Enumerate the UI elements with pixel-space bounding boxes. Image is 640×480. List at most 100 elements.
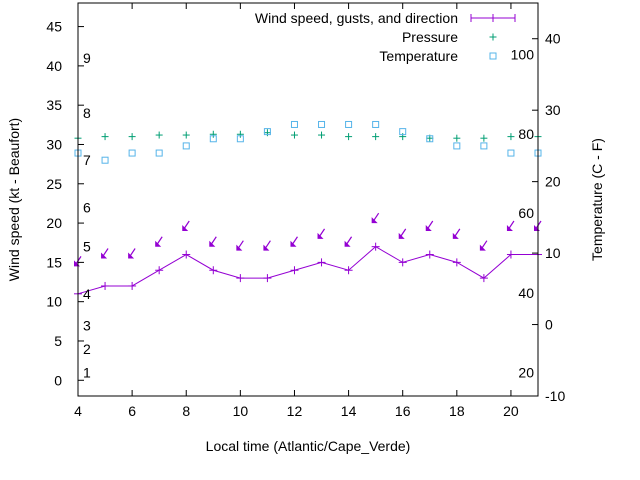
pressure-point xyxy=(155,131,163,139)
temperature-point xyxy=(453,142,461,150)
temperature-point xyxy=(318,120,326,128)
y-left-axis-title: Wind speed (kt - Beaufort) xyxy=(6,118,22,281)
beaufort-label: 4 xyxy=(83,286,91,302)
beaufort-label: 7 xyxy=(83,152,91,168)
wind-gust-arrow xyxy=(263,240,271,251)
temperature-point xyxy=(263,128,271,136)
temperature-point xyxy=(345,120,353,128)
y-right-axis-title: Temperature (C - F) xyxy=(589,138,605,261)
wind-speed-point xyxy=(155,266,164,275)
fahrenheit-label: 20 xyxy=(518,364,534,380)
wind-speed-point xyxy=(209,266,218,275)
pressure-point xyxy=(345,133,353,141)
wind-gust-arrow xyxy=(236,240,244,251)
y-right-tick-label: 0 xyxy=(545,317,553,333)
y-left-tick-label: 15 xyxy=(46,254,62,270)
wind-gust-arrow xyxy=(101,248,109,259)
pressure-point xyxy=(236,130,244,138)
y-left-tick-label: 5 xyxy=(54,333,62,349)
wind-speed-point xyxy=(506,250,515,259)
legend-label: Pressure xyxy=(402,29,458,45)
pressure-point xyxy=(453,134,461,142)
x-tick-label: 14 xyxy=(341,403,357,419)
wind-gust-arrow xyxy=(344,236,353,247)
y-left-tick-label: 10 xyxy=(46,294,62,310)
x-tick-label: 16 xyxy=(395,403,411,419)
beaufort-label: 5 xyxy=(83,239,91,255)
y-left-tick-label: 25 xyxy=(46,176,62,192)
beaufort-label: 2 xyxy=(83,341,91,357)
beaufort-label: 9 xyxy=(83,50,91,66)
x-tick-label: 18 xyxy=(449,403,465,419)
wind-speed-point xyxy=(263,274,272,283)
y-left-tick-label: 20 xyxy=(46,215,62,231)
wind-speed-point xyxy=(290,266,299,275)
wind-speed-point xyxy=(101,281,110,290)
x-tick-label: 8 xyxy=(182,403,190,419)
x-tick-label: 12 xyxy=(287,403,303,419)
wind-speed-point xyxy=(371,242,380,251)
plot-border xyxy=(77,2,539,397)
fahrenheit-label: 100 xyxy=(511,46,535,62)
wind-speed-point xyxy=(236,274,245,283)
beaufort-label: 8 xyxy=(83,105,91,121)
pressure-point xyxy=(101,133,109,141)
x-axis-title: Local time (Atlantic/Cape_Verde) xyxy=(206,438,411,454)
pressure-point xyxy=(480,134,488,142)
temperature-point xyxy=(426,135,434,143)
wind-gust-arrow xyxy=(155,236,163,247)
legend-swatch-temperature xyxy=(489,52,497,60)
temperature-point xyxy=(236,135,244,143)
y-left-tick-label: 40 xyxy=(46,58,62,74)
y-right-tick-label: 40 xyxy=(545,31,561,47)
temperature-point xyxy=(372,120,380,128)
y-left-tick-label: 45 xyxy=(46,19,62,35)
pressure-point xyxy=(372,133,380,141)
y-right-tick-label: -10 xyxy=(545,388,565,404)
pressure-point xyxy=(209,130,217,138)
x-tick-label: 20 xyxy=(503,403,519,419)
y-left-tick-label: 30 xyxy=(46,136,62,152)
wind-gust-arrow xyxy=(506,220,515,232)
wind-gust-arrow xyxy=(425,220,434,232)
wind-speed-point xyxy=(344,266,353,275)
pressure-point xyxy=(128,133,136,141)
wind-gust-arrow xyxy=(209,236,217,247)
wind-gust-arrow xyxy=(371,212,380,224)
pressure-point xyxy=(290,131,298,139)
wind-gust-arrow xyxy=(317,228,326,239)
y-left-tick-label: 35 xyxy=(46,97,62,113)
wind-speed-point xyxy=(128,281,137,290)
wind-gust-arrow xyxy=(290,236,298,247)
pressure-point xyxy=(182,131,190,139)
x-tick-label: 6 xyxy=(128,403,136,419)
wind-speed-point xyxy=(182,250,191,259)
legend-swatch-wind xyxy=(470,14,516,22)
legend-label: Temperature xyxy=(379,48,458,64)
beaufort-label: 3 xyxy=(83,317,91,333)
temperature-point xyxy=(155,149,163,157)
temperature-point xyxy=(399,128,407,136)
wind-gust-arrow xyxy=(479,240,488,251)
x-tick-label: 4 xyxy=(74,403,82,419)
temperature-point xyxy=(101,156,109,164)
beaufort-label: 1 xyxy=(83,364,91,380)
wind-speed-point xyxy=(398,258,407,267)
pressure-point xyxy=(507,133,515,141)
temperature-point xyxy=(480,142,488,150)
y-right-tick-label: 20 xyxy=(545,174,561,190)
beaufort-label: 6 xyxy=(83,199,91,215)
y-right-tick-label: 10 xyxy=(545,245,561,261)
fahrenheit-label: 60 xyxy=(518,205,534,221)
temperature-point xyxy=(290,120,298,128)
temperature-point xyxy=(182,142,190,150)
pressure-point xyxy=(318,131,326,139)
y-right-tick-label: 30 xyxy=(545,102,561,118)
wind-gust-arrow xyxy=(128,248,136,259)
legend-swatch-pressure xyxy=(489,33,497,41)
y-left-tick-label: 0 xyxy=(54,372,62,388)
temperature-point xyxy=(209,135,217,143)
fahrenheit-label: 80 xyxy=(518,126,534,142)
wind-speed-line xyxy=(77,246,538,295)
